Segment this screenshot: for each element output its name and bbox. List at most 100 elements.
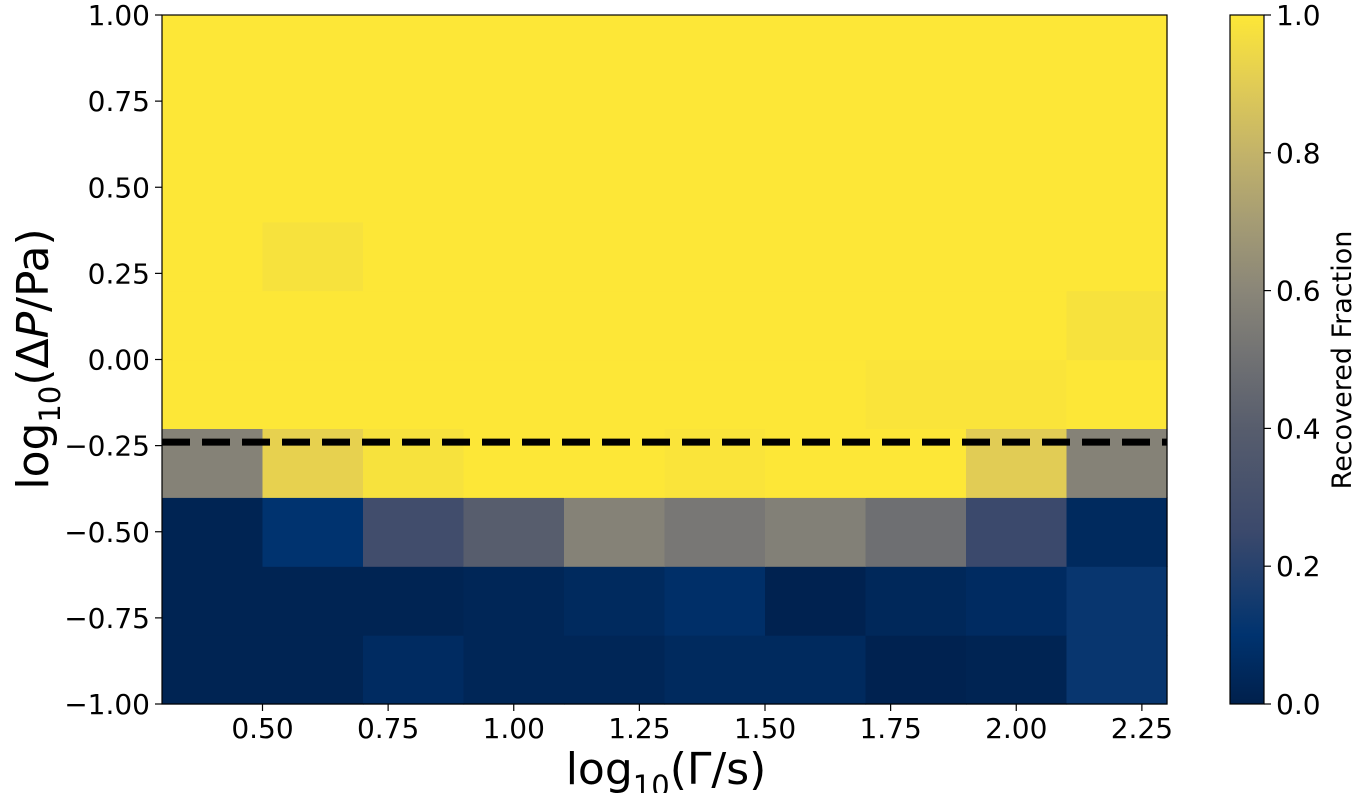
heatmap-cell [162, 83, 264, 154]
y-tick-label: −0.50 [64, 516, 150, 549]
heatmap-cell [1066, 359, 1168, 429]
x-axis-title: log10(Γ/s) [566, 744, 767, 793]
y-tick-label: −0.75 [64, 602, 150, 635]
heatmap-cell [564, 83, 666, 154]
heatmap-cell [564, 152, 666, 223]
heatmap-cell [1066, 152, 1168, 223]
y-tick-label: 0.75 [88, 85, 150, 118]
heatmap-cell [363, 83, 465, 154]
x-tick-label: 2.00 [985, 712, 1047, 745]
heatmap-cell [564, 635, 666, 705]
y-tick-label: 0.25 [88, 257, 150, 290]
y-axis-title: log10(ΔP/Pa) [8, 228, 67, 489]
y-axis-ticks: 1.00 0.75 0.50 0.25 0.00 −0.25 −0.50 −0.75 −1.00 [64, 0, 162, 721]
heatmap-cell [966, 497, 1068, 567]
heatmap-cell [765, 566, 867, 636]
heatmap-cell [162, 15, 264, 85]
heatmap-cell [865, 566, 967, 636]
heatmap-cell [765, 290, 867, 361]
colorbar-tick-label: 0.4 [1276, 412, 1321, 445]
heatmap-cell [765, 83, 867, 154]
colorbar-tick-label: 0.0 [1276, 688, 1321, 721]
heatmap-cell [363, 497, 465, 567]
heatmap-cell [865, 359, 967, 429]
heatmap-cell [1066, 566, 1168, 636]
heatmap-cell [664, 152, 766, 223]
heatmap-cell [966, 221, 1068, 292]
heatmap-cell [664, 566, 766, 636]
heatmap-cell [865, 635, 967, 705]
heatmap-cell [765, 221, 867, 292]
heatmap-cell [966, 152, 1068, 223]
heatmap-cell [664, 83, 766, 154]
heatmap-cell [363, 359, 465, 429]
x-tick-label: 0.50 [231, 712, 293, 745]
x-axis-ticks: 0.50 0.75 1.00 1.25 1.50 1.75 2.00 2.25 [231, 704, 1173, 745]
heatmap-cell [262, 221, 364, 292]
y-tick-label: 0.00 [88, 344, 150, 377]
heatmap-cell [966, 635, 1068, 705]
heatmap-cell [262, 290, 364, 361]
heatmap-cell [865, 497, 967, 567]
heatmap-cell [966, 566, 1068, 636]
heatmap-cell [966, 359, 1068, 429]
heatmap-cell [162, 152, 264, 223]
heatmap-cell [463, 290, 565, 361]
heatmap-cell [664, 635, 766, 705]
heatmap-cell [765, 359, 867, 429]
heatmap-cell [765, 497, 867, 567]
heatmap-cell [664, 497, 766, 567]
heatmap-cells [162, 15, 1168, 705]
heatmap-cell [765, 152, 867, 223]
heatmap-cell [664, 428, 766, 498]
heatmap-cell [1066, 83, 1168, 154]
heatmap-cell [363, 221, 465, 292]
heatmap-cell [262, 83, 364, 154]
heatmap-cell [564, 290, 666, 361]
heatmap-cell [865, 428, 967, 498]
x-tick-label: 0.75 [357, 712, 419, 745]
colorbar-tick-label: 0.8 [1276, 137, 1321, 170]
heatmap-cell [664, 359, 766, 429]
heatmap-cell [664, 221, 766, 292]
x-tick-label: 1.75 [859, 712, 921, 745]
y-tick-label: −0.25 [64, 430, 150, 463]
heatmap-cell [664, 15, 766, 85]
heatmap-cell [162, 566, 264, 636]
heatmap-cell [262, 566, 364, 636]
heatmap-cell [966, 15, 1068, 85]
heatmap-cell [162, 359, 264, 429]
heatmap-cell [162, 497, 264, 567]
colorbar [1229, 14, 1265, 705]
heatmap-cell [564, 15, 666, 85]
heatmap-cell [564, 497, 666, 567]
heatmap-cell [865, 152, 967, 223]
heatmap-cell [1066, 497, 1168, 567]
heatmap-cell [262, 359, 364, 429]
heatmap-cell [564, 566, 666, 636]
colorbar-tick-label: 1.0 [1276, 0, 1321, 32]
colorbar-tick-label: 0.6 [1276, 275, 1321, 308]
x-tick-label: 1.25 [608, 712, 670, 745]
heatmap-cell [1066, 15, 1168, 85]
heatmap-cell [664, 290, 766, 361]
heatmap-cell [463, 83, 565, 154]
heatmap-cell [262, 497, 364, 567]
heatmap-cell [865, 15, 967, 85]
heatmap-cell [463, 221, 565, 292]
heatmap-cell [765, 635, 867, 705]
heatmap-cell [1066, 635, 1168, 705]
heatmap-cell [363, 152, 465, 223]
heatmap-cell [363, 566, 465, 636]
heatmap-cell [162, 221, 264, 292]
x-tick-label: 1.50 [734, 712, 796, 745]
heatmap-cell [865, 83, 967, 154]
heatmap-cell [564, 359, 666, 429]
heatmap-cell [966, 290, 1068, 361]
y-tick-label: 0.50 [88, 171, 150, 204]
heatmap-cell [1066, 428, 1168, 498]
y-tick-label: −1.00 [64, 688, 150, 721]
heatmap-cell [162, 635, 264, 705]
heatmap-cell [463, 359, 565, 429]
